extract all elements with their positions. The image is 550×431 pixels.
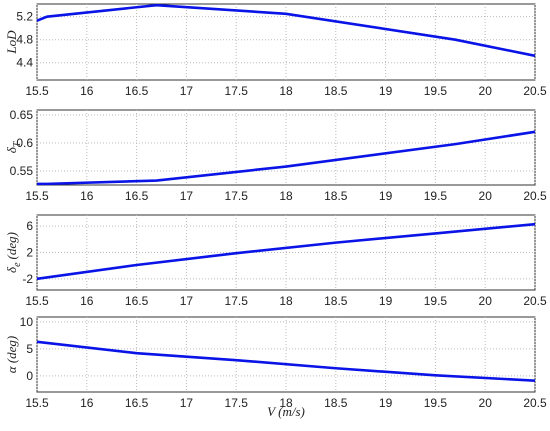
x-tick-label: 20.5: [523, 84, 547, 98]
x-tick-label: 17.5: [225, 189, 249, 203]
y-tick-label: 4.8: [16, 33, 33, 47]
data-line: [36, 222, 536, 281]
x-tick-label: 17: [180, 396, 194, 410]
x-tick-label: 16.5: [125, 189, 149, 203]
y-tick-label: 10: [20, 315, 34, 329]
y-tick-label: 5: [26, 342, 33, 356]
data-line: [36, 340, 536, 382]
y-axis-label-main: δ: [4, 146, 19, 153]
x-tick-label: 18: [279, 396, 293, 410]
y-tick-label: 4.4: [16, 56, 33, 70]
y-axis-label: δe (deg): [4, 232, 23, 273]
x-tick-label: 18: [279, 189, 293, 203]
x-tick-label: 17.5: [225, 294, 249, 308]
x-tick-label: 18.5: [324, 294, 348, 308]
y-axis-label: δT: [4, 140, 23, 153]
x-tick-label: 17: [180, 84, 194, 98]
y-axis-label-main: α (deg): [4, 336, 19, 374]
x-tick-label: 16: [80, 189, 94, 203]
x-tick-label: 19: [379, 189, 393, 203]
x-axis-label: V (m/s): [267, 404, 305, 419]
data-line: [36, 3, 536, 58]
x-tick-label: 19: [379, 396, 393, 410]
x-tick-label: 19.5: [424, 294, 448, 308]
x-tick-label: 18: [279, 294, 293, 308]
x-tick-label: 16.5: [125, 84, 149, 98]
x-tick-label: 20: [479, 84, 493, 98]
x-tick-label: 19: [379, 294, 393, 308]
x-tick-label: 18.5: [324, 189, 348, 203]
x-tick-label: 18.5: [324, 84, 348, 98]
y-tick-label: 0.65: [10, 108, 34, 122]
y-axis-label-main: δ: [4, 266, 19, 273]
y-tick-label: 2: [26, 246, 33, 260]
x-tick-label: 20.5: [523, 189, 547, 203]
y-tick-label: 0.55: [10, 164, 34, 178]
x-tick-label: 19.5: [424, 396, 448, 410]
y-axis-label-sub: e: [12, 262, 23, 267]
x-tick-label: 17: [180, 294, 194, 308]
x-tick-label: 19.5: [424, 84, 448, 98]
x-tick-label: 16: [80, 396, 94, 410]
x-tick-label: 20.5: [523, 396, 547, 410]
data-line: [37, 130, 536, 186]
y-axis-label: α (deg): [4, 336, 19, 374]
x-tick-label: 19.5: [424, 189, 448, 203]
x-tick-label: 17: [180, 189, 194, 203]
y-tick-label: 6: [26, 219, 33, 233]
x-tick-label: 15.5: [25, 189, 49, 203]
x-tick-label: 17.5: [225, 84, 249, 98]
x-tick-label: 15.5: [25, 294, 49, 308]
x-tick-label: 20.5: [523, 294, 547, 308]
x-tick-label: 17.5: [225, 396, 249, 410]
x-tick-label: 16.5: [125, 396, 149, 410]
x-tick-label: 15.5: [25, 84, 49, 98]
x-tick-label: 16.5: [125, 294, 149, 308]
y-axis-label-main: LoD: [4, 30, 19, 55]
x-tick-label: 18: [279, 84, 293, 98]
y-tick-label: 5.2: [16, 10, 33, 24]
y-tick-label: 0.6: [16, 136, 33, 150]
x-tick-label: 18.5: [324, 396, 348, 410]
x-tick-label: 20: [479, 294, 493, 308]
x-tick-label: 20: [479, 189, 493, 203]
x-tick-label: 16: [80, 84, 94, 98]
x-tick-label: 20: [479, 396, 493, 410]
x-tick-label: 16: [80, 294, 94, 308]
y-tick-label: 0: [26, 369, 33, 383]
y-tick-label: -2: [22, 272, 33, 286]
x-tick-label: 15.5: [25, 396, 49, 410]
y-axis-label-sub: T: [12, 140, 23, 147]
y-axis-label: LoD: [4, 30, 19, 55]
y-axis-label-unit: (deg): [4, 232, 19, 259]
x-tick-label: 19: [379, 84, 393, 98]
